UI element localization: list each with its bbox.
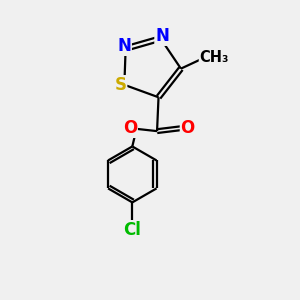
Text: S: S	[115, 76, 127, 94]
Text: Cl: Cl	[123, 221, 141, 239]
Text: CH₃: CH₃	[200, 50, 229, 65]
Text: O: O	[181, 118, 195, 136]
Text: N: N	[155, 27, 169, 45]
Text: N: N	[117, 37, 131, 55]
Text: O: O	[123, 119, 137, 137]
